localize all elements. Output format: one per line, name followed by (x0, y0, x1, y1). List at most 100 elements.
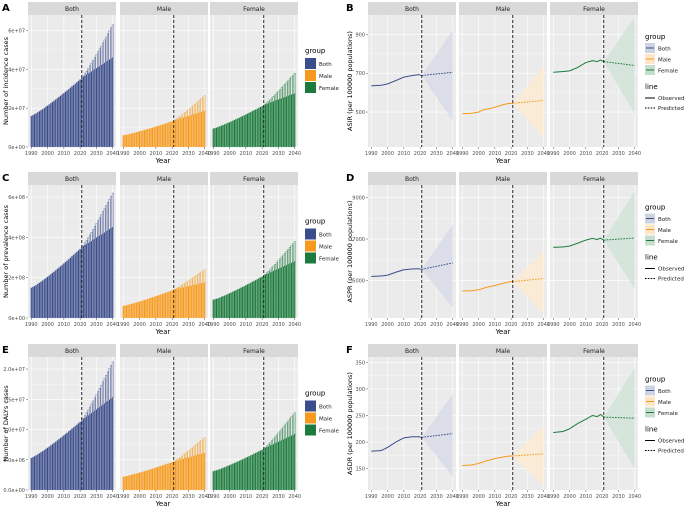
bar-predicted-interval (89, 234, 91, 243)
x-tick-label: 2030 (612, 322, 625, 328)
facet-strip-label: Female (243, 176, 265, 183)
y-axis-title: Number of incidence cases (2, 36, 10, 125)
bar-predicted-interval (93, 397, 96, 411)
bar-observed (146, 298, 149, 319)
panel-letter: A (2, 3, 10, 14)
bar-predicted (271, 444, 273, 491)
bar-predicted (186, 116, 188, 148)
observed-line (553, 237, 605, 248)
bar-predicted-interval (110, 196, 112, 229)
bar-observed (50, 274, 52, 319)
legend-item: Female (658, 69, 679, 75)
x-tick-label: 2040 (446, 151, 459, 157)
facet-strip-label: Male (496, 348, 511, 355)
bar-predicted-interval (271, 97, 273, 103)
bar-observed (156, 295, 159, 319)
bar-predicted (97, 67, 99, 148)
facet-strip (28, 344, 116, 357)
bar-predicted (89, 242, 91, 319)
x-tick-label: 2030 (182, 151, 195, 157)
bar-predicted-interval (280, 87, 283, 99)
bar-observed (232, 120, 234, 148)
bar-observed (145, 470, 147, 491)
bar-observed (54, 441, 57, 491)
bar-observed (153, 126, 156, 148)
bar-predicted-interval (105, 36, 108, 63)
bar-observed (63, 435, 65, 491)
bar-predicted-interval (181, 284, 183, 289)
x-tick-label: 2040 (198, 151, 211, 157)
bar-predicted (190, 285, 193, 319)
facet-strip-label: Male (157, 176, 172, 183)
bar-observed (261, 106, 263, 148)
bar-observed (50, 445, 52, 491)
bar-predicted (110, 228, 112, 319)
x-axis-title: Year (155, 500, 171, 508)
bar-observed (220, 468, 223, 491)
bar-observed (79, 248, 81, 319)
bar-observed (59, 266, 62, 319)
x-tick-label: 2010 (57, 494, 70, 500)
bar-predicted (111, 227, 114, 319)
bar-observed (74, 83, 77, 148)
bar-predicted (110, 58, 112, 148)
bar-observed (222, 296, 224, 319)
bar-observed (150, 297, 152, 319)
x-tick-label: 2030 (521, 494, 534, 500)
legend-item: Both (658, 217, 671, 223)
bar-predicted-interval (107, 33, 109, 62)
legend-item: Female (319, 429, 340, 435)
bar-observed (36, 283, 39, 319)
bar-predicted-interval (181, 114, 183, 119)
bar-observed (56, 440, 59, 491)
bar-predicted (174, 289, 177, 319)
facet-strip (210, 2, 298, 15)
bar-observed (259, 450, 262, 491)
bar-predicted-interval (289, 247, 291, 264)
legend-key (305, 228, 316, 240)
bar-observed (135, 132, 138, 148)
bar-observed (151, 297, 154, 319)
bar-observed (168, 463, 170, 491)
bar-observed (253, 453, 255, 491)
bar-predicted (176, 288, 178, 319)
x-tick-label: 2030 (182, 494, 195, 500)
x-tick-label: 2030 (521, 322, 534, 328)
bar-predicted-interval (111, 192, 114, 228)
bar-predicted-interval (95, 223, 98, 239)
x-tick-label: 2040 (537, 151, 550, 157)
bar-predicted-interval (289, 78, 291, 96)
bar-observed (53, 271, 55, 319)
bar-observed (220, 125, 223, 148)
legend-key (305, 412, 316, 424)
x-tick-label: 2010 (488, 151, 501, 157)
observed-line (371, 268, 422, 277)
bar-predicted (290, 435, 293, 491)
bar-observed (46, 447, 49, 491)
bar-observed (41, 108, 44, 148)
bar-predicted-interval (267, 100, 270, 104)
bar-observed (45, 277, 47, 319)
bar-predicted-interval (190, 278, 193, 286)
bar-predicted-interval (82, 75, 85, 78)
x-tick-label: 1990 (365, 322, 378, 328)
bar-predicted-interval (192, 446, 195, 457)
bar-predicted-interval (272, 96, 275, 102)
bar-predicted (280, 98, 283, 148)
predicted-line (421, 433, 453, 438)
bar-observed (235, 119, 237, 148)
y-tick-label: 2e+08 (8, 276, 25, 282)
bar-observed (225, 123, 228, 148)
bar-observed (145, 129, 147, 148)
x-tick-label: 1990 (365, 494, 378, 500)
predicted-line (603, 61, 635, 66)
facet-strip (210, 344, 298, 357)
bar-observed (30, 115, 33, 148)
bar-observed (138, 131, 141, 148)
bar-predicted-interval (290, 416, 293, 437)
bar-predicted (181, 287, 183, 319)
bar-observed (127, 304, 129, 319)
legend-item: Female (658, 239, 679, 245)
bar-observed (241, 459, 244, 491)
